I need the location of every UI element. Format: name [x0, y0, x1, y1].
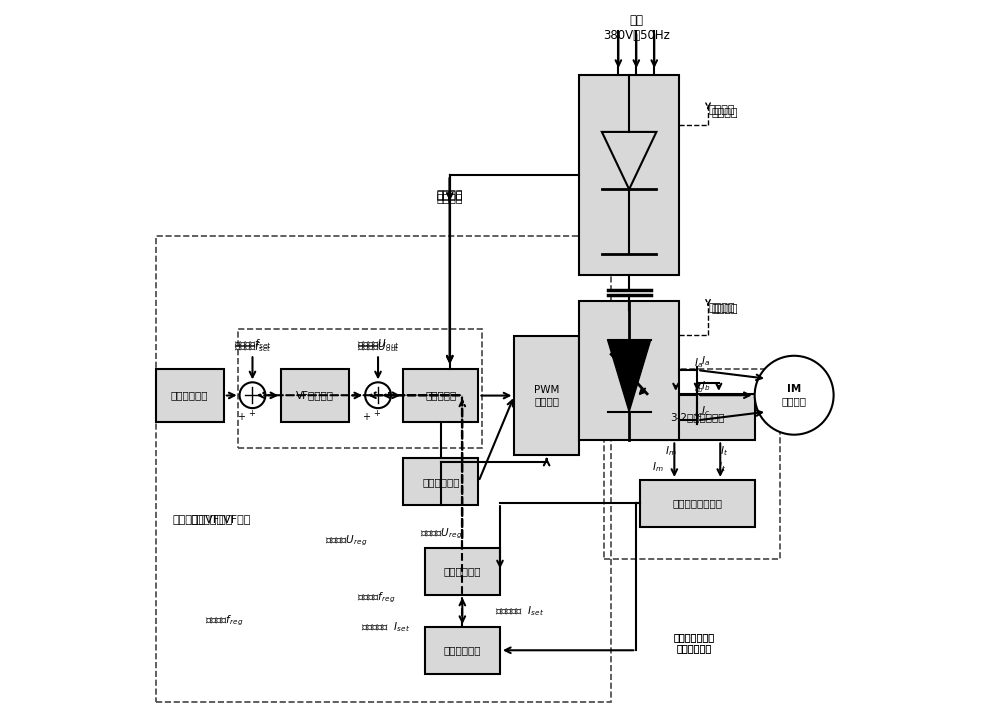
- Bar: [156, 236, 611, 702]
- Text: $I_m$: $I_m$: [665, 444, 677, 458]
- Text: 电流设定值  $I_{set}$: 电流设定值 $I_{set}$: [495, 604, 544, 617]
- Text: $I_c$: $I_c$: [694, 406, 703, 420]
- Text: +: +: [248, 409, 255, 419]
- Bar: [403, 458, 478, 505]
- Text: 电流检测转换和
幅值计算模块: 电流检测转换和 幅值计算模块: [673, 632, 714, 654]
- Text: $I_a$: $I_a$: [701, 354, 710, 368]
- Text: 频率调节模块: 频率调节模块: [444, 645, 481, 655]
- Polygon shape: [608, 340, 651, 411]
- Bar: [425, 548, 500, 595]
- Text: 调制比计算: 调制比计算: [425, 390, 456, 401]
- Text: 设定频率$f_{set}$: 设定频率$f_{set}$: [234, 341, 271, 354]
- Text: $I_t$: $I_t$: [720, 444, 728, 458]
- Text: $I_m$: $I_m$: [652, 460, 664, 474]
- Text: 电流设定值  $I_{set}$: 电流设定值 $I_{set}$: [361, 620, 410, 634]
- Bar: [604, 369, 780, 559]
- Text: 整流模块: 整流模块: [708, 106, 735, 116]
- Text: $I_t$: $I_t$: [718, 460, 726, 474]
- Text: 电网
380V，50Hz: 电网 380V，50Hz: [603, 14, 670, 41]
- Text: $I_a$: $I_a$: [694, 356, 703, 370]
- Bar: [640, 480, 755, 526]
- Bar: [156, 369, 224, 422]
- Text: VF曲线模块: VF曲线模块: [296, 390, 334, 401]
- Text: IM
感应电机: IM 感应电机: [782, 385, 807, 406]
- Bar: [425, 627, 500, 674]
- Text: 母线电压: 母线电压: [437, 192, 463, 202]
- Text: 逆变模块: 逆变模块: [708, 303, 735, 312]
- Text: 母线电压: 母线电压: [437, 190, 463, 200]
- Text: PWM
发生模块: PWM 发生模块: [534, 385, 559, 406]
- Text: 调节频率$f_{reg}$: 调节频率$f_{reg}$: [357, 591, 395, 605]
- Bar: [514, 336, 579, 455]
- Text: 电流幅值计算模块: 电流幅值计算模块: [672, 498, 722, 508]
- Bar: [238, 329, 482, 448]
- Text: $I_b$: $I_b$: [694, 382, 703, 395]
- Text: 电流检测转换和
幅值计算模块: 电流检测转换和 幅值计算模块: [673, 632, 714, 654]
- Text: 3-2坐标变换模块: 3-2坐标变换模块: [670, 412, 725, 422]
- Text: 频率设定模块: 频率设定模块: [171, 390, 208, 401]
- Text: 调节电压$U_{reg}$: 调节电压$U_{reg}$: [325, 534, 367, 548]
- Text: $I_c$: $I_c$: [701, 404, 710, 418]
- Text: 调节电压$U_{reg}$: 调节电压$U_{reg}$: [420, 526, 462, 541]
- Text: 逆变模块: 逆变模块: [712, 304, 738, 314]
- Text: 电流控制型VF控制: 电流控制型VF控制: [190, 514, 250, 524]
- Bar: [281, 369, 349, 422]
- Text: 电压调节模块: 电压调节模块: [444, 566, 481, 576]
- Text: +: +: [362, 412, 370, 422]
- Text: 角度计算模块: 角度计算模块: [422, 476, 460, 487]
- Bar: [579, 301, 679, 440]
- Circle shape: [240, 382, 265, 408]
- Text: 母线电压: 母线电压: [437, 194, 463, 204]
- Text: +: +: [373, 409, 380, 419]
- Text: 输出电压$U_{out}$: 输出电压$U_{out}$: [357, 341, 399, 354]
- Text: +: +: [237, 412, 245, 422]
- Bar: [640, 394, 755, 440]
- Text: 电流控制型VF控制: 电流控制型VF控制: [172, 514, 232, 524]
- Circle shape: [365, 382, 391, 408]
- Text: 整流模块: 整流模块: [712, 108, 738, 118]
- Circle shape: [755, 356, 834, 435]
- Text: 调节频率$f_{reg}$: 调节频率$f_{reg}$: [205, 614, 243, 628]
- Text: 设定频率$f_{set}$: 设定频率$f_{set}$: [234, 337, 271, 351]
- Text: $I_b$: $I_b$: [701, 380, 710, 393]
- Bar: [403, 369, 478, 422]
- Text: 输出电压$U_{out}$: 输出电压$U_{out}$: [357, 337, 399, 351]
- Bar: [579, 74, 679, 275]
